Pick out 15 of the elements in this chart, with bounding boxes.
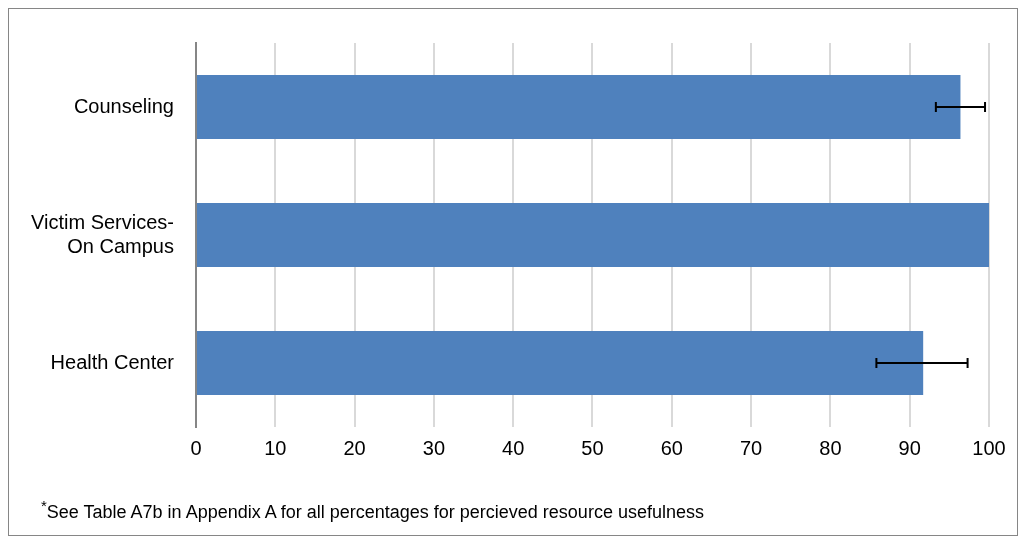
x-tick-label: 90 [898,436,921,459]
x-tick-label: 0 [190,436,202,459]
x-tick-label: 50 [581,436,604,459]
y-tick-label: Victim Services-On Campus [30,210,174,257]
text: $^{*}$See Table A7b in Appendix A for all percentages for percieved resource usefulness [41,497,705,523]
x-tick-label: 80 [819,436,842,459]
x-tick-label: 40 [502,436,525,459]
x-tick-label: 10 [264,436,287,459]
x-tick-label: 30 [422,436,446,459]
x-tick-label: 100 [972,436,1006,459]
x-tick-label: 70 [739,436,763,459]
x-tick-label: 60 [660,436,683,459]
y-tick-label: Counseling [73,94,174,117]
x-tick-label: 20 [343,436,366,459]
y-tick-label: Health Center [50,350,175,373]
